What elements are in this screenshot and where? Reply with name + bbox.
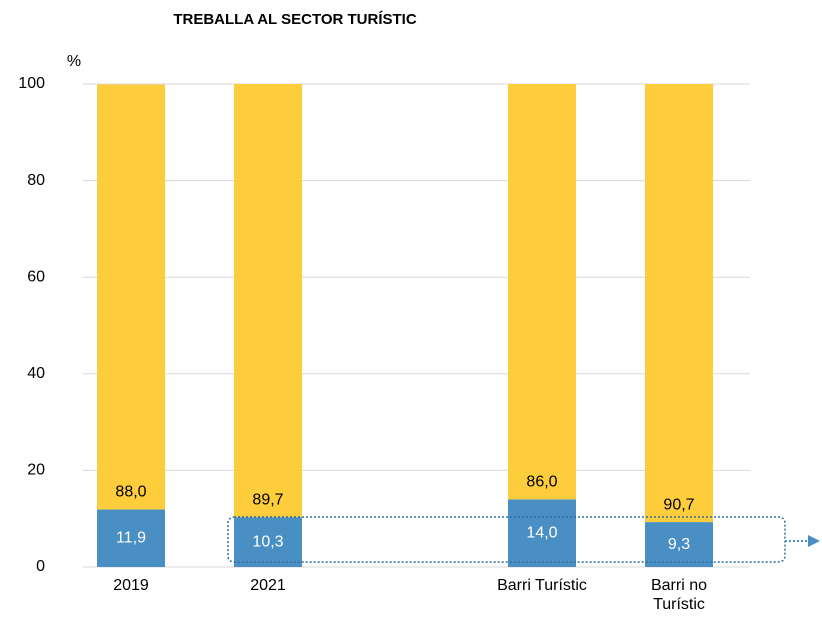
chart-title: TREBALLA AL SECTOR TURÍSTIC (173, 11, 417, 28)
y-tick-label: 0 (36, 558, 45, 575)
bar-segment (97, 509, 165, 567)
x-tick-label: Barri Turístic (497, 577, 587, 594)
value-label: 14,0 (526, 524, 557, 541)
x-tick-label: 2019 (113, 577, 149, 594)
y-tick-label: 60 (27, 268, 45, 285)
y-axis-label: % (67, 53, 81, 70)
bar-segment (234, 84, 302, 518)
value-label: 9,3 (668, 536, 690, 553)
bar-segment (97, 84, 165, 510)
grid (83, 83, 750, 568)
y-tick-label: 80 (27, 172, 45, 189)
value-label: 88,0 (115, 484, 146, 501)
y-tick-label: 20 (27, 462, 45, 479)
value-label: 86,0 (526, 474, 557, 491)
x-tick-label: 2021 (250, 577, 286, 594)
bar-segment (508, 84, 576, 500)
bar-segment (234, 517, 302, 567)
highlight-box (227, 516, 786, 563)
bar-segment (645, 522, 713, 567)
y-tick-label: 100 (18, 75, 45, 92)
bar-segment (508, 499, 576, 567)
x-tick-label: Barri no Turístic (650, 577, 708, 613)
bars (97, 84, 713, 567)
bar-segment (645, 84, 713, 523)
value-label: 10,3 (252, 533, 283, 550)
y-tick-label: 40 (27, 365, 45, 382)
value-label: 90,7 (663, 496, 694, 513)
value-label: 89,7 (252, 491, 283, 508)
arrow-head (808, 535, 820, 547)
value-label: 11,9 (116, 529, 146, 546)
